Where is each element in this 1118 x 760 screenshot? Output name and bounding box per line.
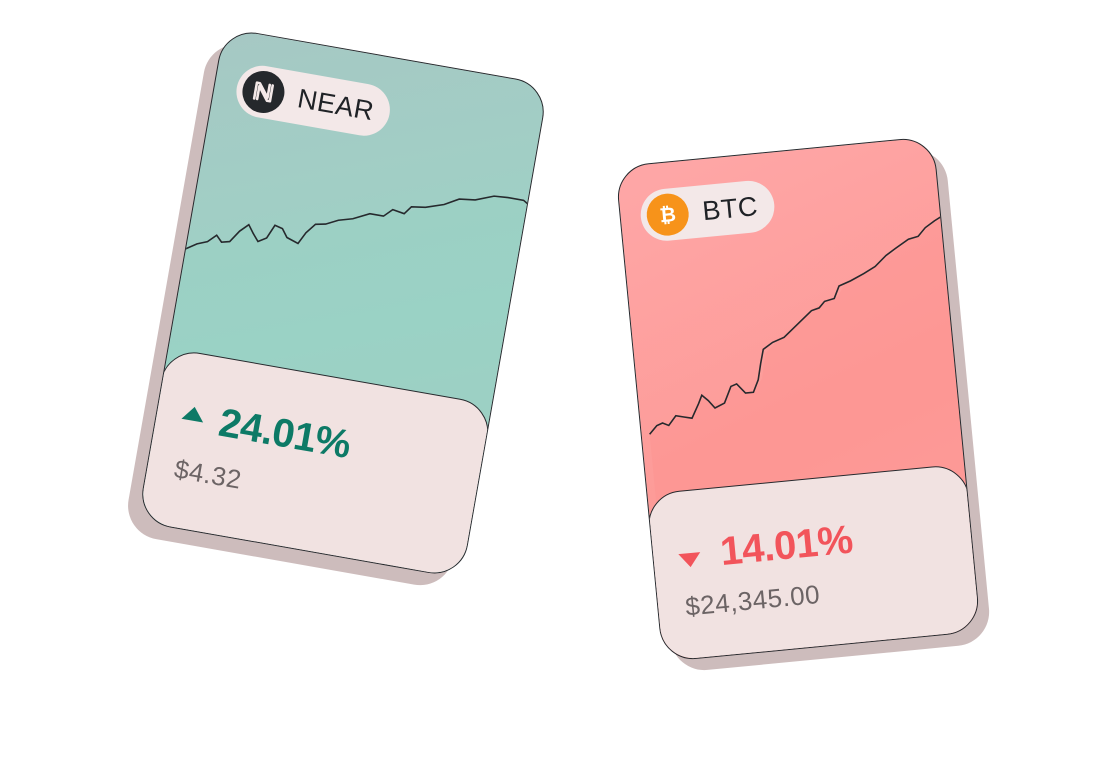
chart-line <box>180 195 533 252</box>
svg-text:₿: ₿ <box>658 202 677 227</box>
near-card: NEAR 24.01% $4.32 <box>122 27 550 591</box>
card-body: ₿ BTC 14.01% $24,345.00 <box>614 135 982 663</box>
arrow-up-icon <box>181 404 206 423</box>
price-change: 14.01% <box>676 518 854 580</box>
change-value: 14.01% <box>718 517 855 575</box>
arrow-down-icon <box>678 551 702 568</box>
btc-card: ₿ BTC 14.01% $24,345.00 <box>614 135 993 674</box>
bitcoin-logo-icon: ₿ <box>644 191 691 238</box>
stats-panel: 14.01% $24,345.00 <box>645 463 982 663</box>
price-value: $24,345.00 <box>683 578 822 622</box>
price-change: 24.01% <box>178 394 354 468</box>
card-body: NEAR 24.01% $4.32 <box>136 27 550 579</box>
ticker-badge: NEAR <box>232 61 395 140</box>
ticker-label: NEAR <box>295 82 377 126</box>
ticker-label: BTC <box>701 190 760 226</box>
ticker-badge: ₿ BTC <box>638 178 777 244</box>
price-value: $4.32 <box>172 453 244 495</box>
near-logo-icon <box>239 67 288 117</box>
chart-line <box>649 210 951 435</box>
change-value: 24.01% <box>215 400 354 468</box>
